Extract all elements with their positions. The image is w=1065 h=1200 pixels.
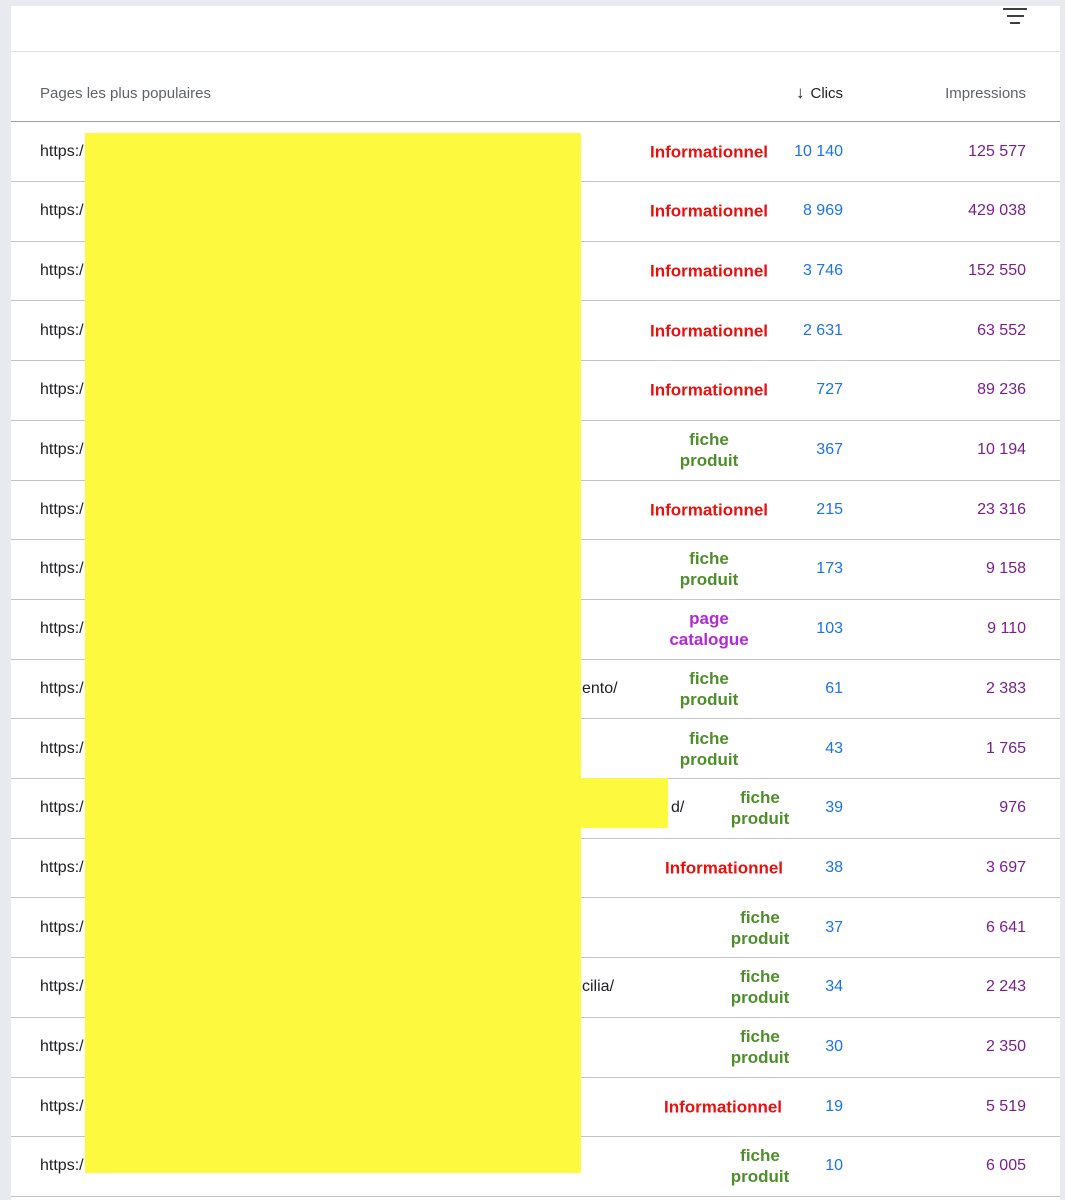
- clics-label: Clics: [810, 85, 844, 102]
- category-label: Informationnel: [649, 500, 769, 520]
- impressions-value: 1 765: [985, 739, 1026, 757]
- clics-value: 61: [825, 679, 843, 697]
- clics-value: 8 969: [802, 202, 843, 220]
- page-url[interactable]: https:/: [40, 978, 84, 996]
- category-label: Informationnel: [663, 1097, 783, 1117]
- impressions-value: 6 641: [985, 918, 1026, 936]
- impressions-value: 2 350: [985, 1038, 1026, 1055]
- category-label: Informationnel: [649, 201, 769, 221]
- impressions-value: 2 383: [985, 679, 1026, 697]
- filter-icon[interactable]: [1001, 8, 1029, 32]
- clics-value: 19: [825, 1097, 843, 1115]
- page-url[interactable]: https:/: [40, 918, 84, 936]
- category-label: Informationnel: [649, 142, 769, 161]
- page-url[interactable]: https:/: [40, 1157, 84, 1175]
- page-url[interactable]: https:/: [40, 799, 84, 817]
- page-url[interactable]: https:/: [40, 142, 84, 160]
- clics-value: 215: [816, 500, 843, 518]
- impressions-value: 9 110: [987, 620, 1026, 638]
- page-url[interactable]: https:/: [40, 858, 84, 876]
- impressions-value: 152 550: [968, 261, 1026, 279]
- page-url-suffix: ento/: [582, 679, 618, 697]
- impressions-value: 23 316: [977, 500, 1026, 518]
- page-url[interactable]: https:/: [40, 1097, 84, 1115]
- top-pages-card: Pages les plus populaires ↓ Clics Impress…: [11, 6, 1060, 1200]
- page-url[interactable]: https:/: [40, 381, 84, 399]
- category-label: page catalogue: [669, 609, 749, 650]
- page-url[interactable]: https:/: [40, 500, 84, 518]
- column-header-clics[interactable]: ↓ Clics: [796, 83, 843, 103]
- impressions-value: 976: [999, 799, 1026, 817]
- category-label: fiche produit: [730, 788, 790, 829]
- clics-value: 10: [825, 1157, 843, 1175]
- redaction-block-extension: [581, 778, 668, 828]
- column-header-impressions[interactable]: Impressions: [945, 85, 1026, 102]
- page-url-suffix: cilia/: [582, 978, 615, 996]
- category-label: Informationnel: [649, 321, 769, 341]
- table-toolbar: [11, 6, 1060, 52]
- redaction-block: [85, 133, 581, 1173]
- clics-value: 367: [816, 441, 843, 458]
- arrow-down-icon: ↓: [796, 83, 805, 102]
- impressions-value: 63 552: [977, 321, 1026, 339]
- impressions-value: 9 158: [985, 560, 1026, 578]
- impressions-value: 2 243: [985, 978, 1026, 996]
- category-label: Informationnel: [649, 380, 769, 400]
- impressions-value: 429 038: [968, 202, 1026, 220]
- clics-value: 38: [825, 858, 843, 876]
- impressions-value: 89 236: [977, 381, 1026, 399]
- clics-value: 727: [816, 381, 843, 399]
- impressions-value: 3 697: [985, 858, 1026, 876]
- category-label: fiche produit: [730, 907, 790, 948]
- category-label: Informationnel: [664, 858, 784, 878]
- table-row[interactable]: https:/ fiche produit 10 6 005: [11, 1137, 1060, 1197]
- category-label: fiche produit: [730, 967, 790, 1008]
- category-label: fiche produit: [730, 1146, 790, 1187]
- column-header-pages: Pages les plus populaires: [40, 85, 211, 102]
- impressions-value: 10 194: [977, 441, 1026, 458]
- clics-value: 39: [825, 799, 843, 817]
- impressions-value: 6 005: [985, 1157, 1026, 1175]
- page-url[interactable]: https:/: [40, 620, 84, 638]
- page-url[interactable]: https:/: [40, 321, 84, 339]
- category-label: fiche produit: [679, 728, 739, 769]
- page-url[interactable]: https:/: [40, 1038, 84, 1055]
- page-url[interactable]: https:/: [40, 441, 84, 458]
- table-header: Pages les plus populaires ↓ Clics Impress…: [11, 52, 1060, 122]
- category-label: Informationnel: [649, 261, 769, 281]
- clics-value: 34: [825, 978, 843, 996]
- clics-value: 103: [816, 620, 843, 638]
- impressions-value: 125 577: [968, 142, 1026, 160]
- category-label: fiche produit: [730, 1027, 790, 1067]
- page-url[interactable]: https:/: [40, 679, 84, 697]
- clics-value: 2 631: [802, 321, 843, 339]
- category-label: fiche produit: [679, 668, 739, 709]
- category-label: fiche produit: [679, 549, 739, 590]
- impressions-value: 5 519: [985, 1097, 1026, 1115]
- clics-value: 3 746: [802, 261, 843, 279]
- page-url[interactable]: https:/: [40, 261, 84, 279]
- clics-value: 173: [816, 560, 843, 578]
- clics-value: 37: [825, 918, 843, 936]
- page-url[interactable]: https:/: [40, 739, 84, 757]
- clics-value: 10 140: [794, 142, 843, 160]
- page-url[interactable]: https:/: [40, 202, 84, 220]
- page-url[interactable]: https:/: [40, 560, 84, 578]
- clics-value: 43: [825, 739, 843, 757]
- category-label: fiche produit: [679, 430, 739, 470]
- page-url-suffix: d/: [671, 799, 685, 817]
- clics-value: 30: [825, 1038, 843, 1055]
